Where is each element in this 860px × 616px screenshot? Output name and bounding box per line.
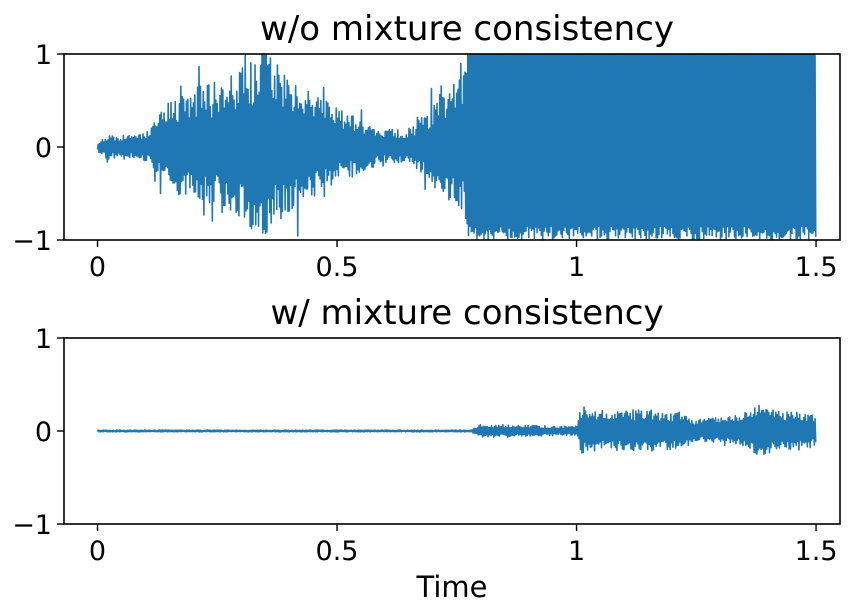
y-tick-label: −1 (12, 510, 52, 541)
y-ticks: 1 0 −1 (12, 324, 64, 541)
plot-area (96, 404, 817, 456)
x-tick-label: 1 (568, 252, 585, 283)
x-ticks: 0 0.5 1 1.5 (89, 240, 838, 283)
bottom-panel: w/ mixture consistency 0 0.5 1 1.5 1 0 −1 Tim… (12, 293, 841, 604)
x-tick-label: 1.5 (795, 536, 838, 567)
y-tick-label: 1 (35, 40, 52, 71)
x-tick-label: 1.5 (795, 252, 838, 283)
x-tick-label: 0.5 (316, 536, 359, 567)
chart-title: w/ mixture consistency (270, 293, 663, 333)
x-tick-label: 1 (568, 536, 585, 567)
x-tick-label: 0.5 (316, 252, 359, 283)
chart-title: w/o mixture consistency (260, 9, 674, 49)
waveform-series (96, 404, 817, 456)
x-tick-label: 0 (89, 252, 106, 283)
plot-area (96, 53, 817, 241)
x-tick-label: 0 (89, 536, 106, 567)
waveform-series (96, 53, 817, 241)
y-tick-label: −1 (12, 226, 52, 257)
y-tick-label: 1 (35, 324, 52, 355)
top-panel: w/o mixture consistency 0 0.5 1 1.5 1 0 −1 (12, 9, 841, 283)
y-ticks: 1 0 −1 (12, 40, 64, 257)
y-tick-label: 0 (35, 133, 52, 164)
x-ticks: 0 0.5 1 1.5 (89, 524, 838, 567)
y-tick-label: 0 (35, 417, 52, 448)
x-axis-label: Time (416, 570, 488, 604)
